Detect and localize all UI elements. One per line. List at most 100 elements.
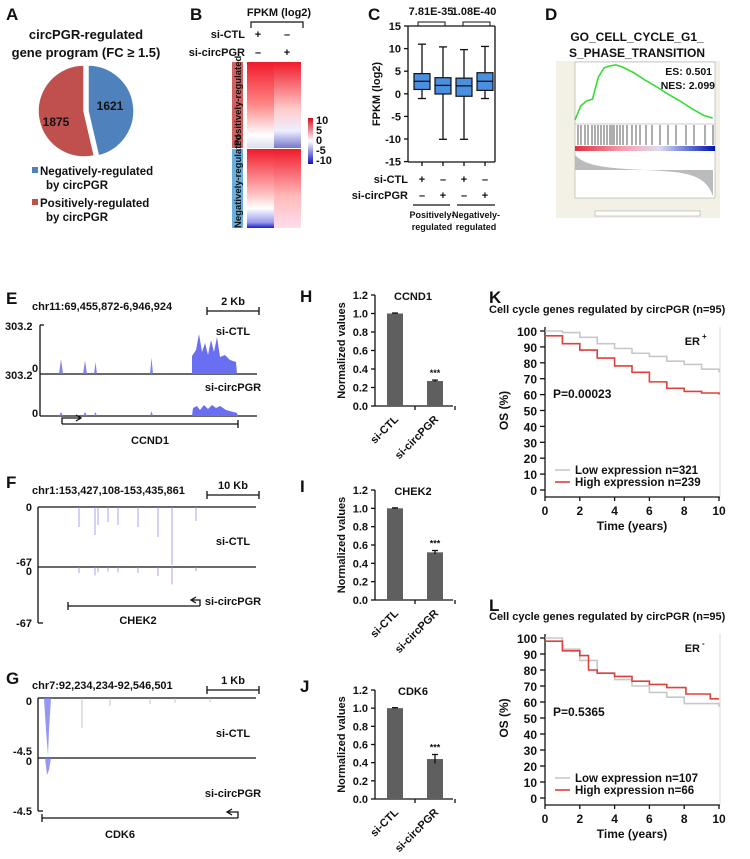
pie-value-label: 1621 xyxy=(97,99,124,113)
legend-label: by circPGR xyxy=(46,212,109,224)
y-axis-label: OS (%) xyxy=(497,698,511,737)
pie-value-label: 1875 xyxy=(43,115,70,129)
y-tick-label: 1.2 xyxy=(353,290,368,302)
track-max: 303.2 xyxy=(5,370,33,382)
p-value: P=0.00023 xyxy=(553,387,612,401)
row-label: si-CTL xyxy=(374,174,409,186)
es-label: ES: 0.501 xyxy=(665,66,712,78)
x-tick-label: 0 xyxy=(542,812,549,826)
y-tick-label: 80 xyxy=(524,357,538,371)
y-tick-label: 0.0 xyxy=(353,595,368,607)
km-title: Cell cycle genes regulated by circPGR (n… xyxy=(489,304,726,316)
sample-label: si-circPGR xyxy=(205,382,261,394)
locus-label: chr1:153,427,108-153,435,861 xyxy=(32,485,185,497)
heatmap-header: FPKM (log2) xyxy=(247,7,311,19)
color-scale xyxy=(308,118,313,164)
x-tick-label: 2 xyxy=(576,504,583,518)
significance-label: *** xyxy=(430,539,441,549)
x-tick-label: 0 xyxy=(542,504,549,518)
row-label: si-CTL xyxy=(211,29,246,41)
coverage-peak xyxy=(150,411,153,416)
track-min: 0 xyxy=(32,363,38,375)
y-tick-label: 50 xyxy=(524,712,538,726)
y-tick-label: 90 xyxy=(524,648,538,662)
panel-label: I xyxy=(300,477,305,496)
panel-label: L xyxy=(489,596,499,615)
x-tick-label: 10 xyxy=(712,812,726,826)
coverage-peak xyxy=(83,360,87,374)
p-value: P=0.5365 xyxy=(553,705,605,719)
coverage-peak xyxy=(44,698,51,756)
y-tick-label: -10 xyxy=(385,134,401,146)
coverage-peak xyxy=(83,412,87,416)
scale-label: 1 Kb xyxy=(221,675,245,687)
x-tick-label: 8 xyxy=(681,812,688,826)
legend-label: High expression n=66 xyxy=(575,785,694,797)
group-label: regulated xyxy=(456,222,497,232)
x-tick-label: 6 xyxy=(646,504,653,518)
subset-label: ER xyxy=(685,336,700,348)
panel-label: C xyxy=(368,5,380,24)
locus-label: chr7:92,234,234-92,546,501 xyxy=(32,680,173,692)
y-axis-label: Normalized values xyxy=(336,696,348,793)
y-tick-label: 80 xyxy=(524,664,538,678)
x-tick-label: 2 xyxy=(576,812,583,826)
y-tick-label: 0.6 xyxy=(353,540,368,552)
y-tick-label: 0 xyxy=(530,484,537,498)
subset-label: ER xyxy=(685,643,700,655)
group-bar-positive xyxy=(232,62,243,148)
group-label: Negatively-regulated xyxy=(233,134,244,228)
y-tick-label: 10 xyxy=(524,776,538,790)
group-label: Positively-regulated xyxy=(233,56,244,146)
p-value: 7.81E-35 xyxy=(409,6,454,18)
y-tick-label: 70 xyxy=(524,680,538,694)
tss-arrow-icon xyxy=(225,808,239,818)
y-tick-label: 0 xyxy=(395,89,401,101)
sample-label: si-circPGR xyxy=(205,788,261,800)
km-curve-high xyxy=(545,334,720,395)
sign: – xyxy=(461,190,467,202)
x-axis-label: Time (years) xyxy=(597,519,667,533)
heatmap-cell xyxy=(247,62,274,148)
y-tick-label: -15 xyxy=(385,157,401,169)
track-min: -4.5 xyxy=(13,806,32,818)
coverage-peak xyxy=(94,362,97,374)
panel-label: F xyxy=(6,473,16,492)
track-max: 0 xyxy=(26,756,32,768)
coverage-peak xyxy=(150,357,153,374)
legend-label: Low expression n=107 xyxy=(575,773,698,785)
y-tick-label: 0.8 xyxy=(353,522,368,534)
panel-label: A xyxy=(6,5,18,24)
heatmap-cell xyxy=(274,62,301,148)
y-tick-label: 10 xyxy=(389,44,401,56)
bar xyxy=(427,552,443,600)
sign: + xyxy=(255,29,261,41)
y-tick-label: 20 xyxy=(524,452,538,466)
panel-label: H xyxy=(300,287,312,306)
bracket xyxy=(462,21,491,26)
x-tick-label: 6 xyxy=(646,812,653,826)
sample-label: si-circPGR xyxy=(205,596,261,608)
y-axis-label: OS (%) xyxy=(497,391,511,430)
scale-label: 10 Kb xyxy=(218,480,248,492)
y-tick-label: 0.8 xyxy=(353,721,368,733)
km-curve-low xyxy=(545,330,720,373)
legend-label: High expression n=239 xyxy=(575,477,701,489)
panel-label: E xyxy=(6,289,17,308)
x-tick-label: si-circPGR xyxy=(393,414,441,462)
y-tick-label: 30 xyxy=(524,744,538,758)
y-tick-label: 10 xyxy=(524,468,538,482)
scale-tick: 10 xyxy=(316,115,328,127)
x-tick-label: 8 xyxy=(681,504,688,518)
panel-label: G xyxy=(6,669,19,688)
sign: + xyxy=(440,190,446,202)
coverage-peak xyxy=(192,405,238,416)
coverage-peak xyxy=(59,412,63,416)
track-max: 0 xyxy=(26,502,32,514)
bar-title: CCND1 xyxy=(394,291,432,303)
sample-label: si-CTL xyxy=(216,728,251,740)
y-tick-label: 0 xyxy=(530,792,537,806)
legend-swatch xyxy=(32,167,38,173)
sign: – xyxy=(482,174,488,186)
sign: + xyxy=(284,47,290,59)
